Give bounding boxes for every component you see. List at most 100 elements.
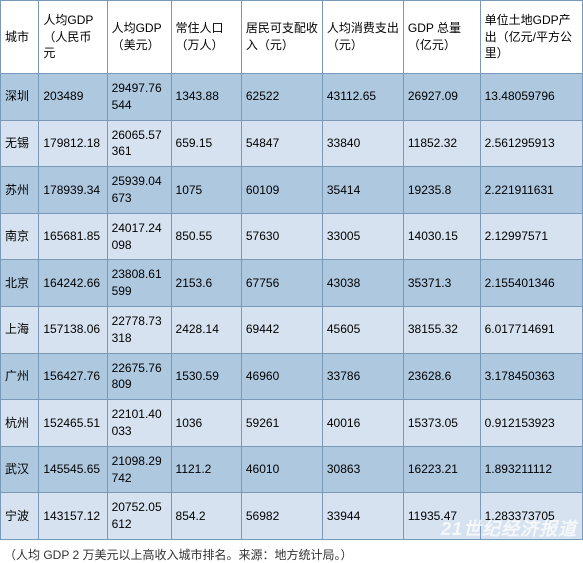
table-row: 上海157138.0622778.733182428.1469442456053… [1,306,583,353]
table-row: 北京164242.6623808.615992153.6677564303835… [1,260,583,307]
table-cell: 43038 [322,260,403,307]
table-cell: 苏州 [1,167,39,214]
table-cell: 杭州 [1,400,39,447]
table-cell: 157138.06 [39,306,107,353]
gdp-table: 城市人均GDP（人民币元人均GDP（美元）常住人口（万人）居民可支配收入（元）人… [0,0,583,540]
table-cell: 850.55 [171,213,241,260]
table-row: 南京165681.8524017.24098850.55576303300514… [1,213,583,260]
table-cell: 武汉 [1,446,39,493]
footnote-text: （人均 GDP 2 万美元以上高收入城市排名。来源：地方统计局。） [0,540,583,563]
table-cell: 广州 [1,353,39,400]
column-header: 单位土地GDP产出（亿元/平方公里） [480,1,582,74]
table-wrap: 城市人均GDP（人民币元人均GDP（美元）常住人口（万人）居民可支配收入（元）人… [0,0,583,540]
table-cell: 179812.18 [39,120,107,167]
table-cell: 深圳 [1,74,39,121]
table-cell: 1036 [171,400,241,447]
table-cell: 145545.65 [39,446,107,493]
table-cell: 156427.76 [39,353,107,400]
table-cell: 20752.05612 [107,493,171,540]
table-row: 苏州178939.3425939.04673107560109354141923… [1,167,583,214]
table-cell: 33786 [322,353,403,400]
table-cell: 1.893211112 [480,446,582,493]
table-row: 宁波143157.1220752.05612854.25698233944119… [1,493,583,540]
table-cell: 上海 [1,306,39,353]
table-cell: 1121.2 [171,446,241,493]
table-cell: 164242.66 [39,260,107,307]
table-cell: 1.283373705 [480,493,582,540]
table-row: 武汉145545.6521098.297421121.2460103086316… [1,446,583,493]
table-cell: 1075 [171,167,241,214]
table-cell: 6.017714691 [480,306,582,353]
table-row: 广州156427.7622675.768091530.5946960337862… [1,353,583,400]
table-cell: 33005 [322,213,403,260]
table-cell: 2428.14 [171,306,241,353]
table-cell: 54847 [241,120,322,167]
table-cell: 3.178450363 [480,353,582,400]
table-cell: 29497.76544 [107,74,171,121]
table-cell: 43112.65 [322,74,403,121]
table-cell: 22778.73318 [107,306,171,353]
table-cell: 45605 [322,306,403,353]
table-cell: 152465.51 [39,400,107,447]
table-cell: 2.12997571 [480,213,582,260]
table-cell: 23808.61599 [107,260,171,307]
table-cell: 21098.29742 [107,446,171,493]
table-cell: 35414 [322,167,403,214]
table-cell: 57630 [241,213,322,260]
table-cell: 659.15 [171,120,241,167]
table-container: 城市人均GDP（人民币元人均GDP（美元）常住人口（万人）居民可支配收入（元）人… [0,0,583,563]
column-header: GDP 总量（亿元） [403,1,480,74]
table-cell: 854.2 [171,493,241,540]
table-cell: 11935.47 [403,493,480,540]
table-cell: 11852.32 [403,120,480,167]
table-cell: 60109 [241,167,322,214]
table-cell: 46960 [241,353,322,400]
table-cell: 165681.85 [39,213,107,260]
table-cell: 24017.24098 [107,213,171,260]
table-cell: 38155.32 [403,306,480,353]
table-header-row: 城市人均GDP（人民币元人均GDP（美元）常住人口（万人）居民可支配收入（元）人… [1,1,583,74]
table-cell: 67756 [241,260,322,307]
table-cell: 19235.8 [403,167,480,214]
table-cell: 16223.21 [403,446,480,493]
table-row: 深圳20348929497.765441343.886252243112.652… [1,74,583,121]
table-cell: 69442 [241,306,322,353]
table-cell: 2.561295913 [480,120,582,167]
table-cell: 33840 [322,120,403,167]
table-cell: 1530.59 [171,353,241,400]
table-cell: 2.221911631 [480,167,582,214]
table-body: 深圳20348929497.765441343.886252243112.652… [1,74,583,540]
table-cell: 35371.3 [403,260,480,307]
table-cell: 33944 [322,493,403,540]
table-row: 杭州152465.5122101.40033103659261400161537… [1,400,583,447]
table-cell: 30863 [322,446,403,493]
column-header: 常住人口（万人） [171,1,241,74]
table-cell: 178939.34 [39,167,107,214]
table-cell: 14030.15 [403,213,480,260]
table-cell: 1343.88 [171,74,241,121]
table-cell: 宁波 [1,493,39,540]
table-cell: 59261 [241,400,322,447]
table-cell: 26065.57361 [107,120,171,167]
table-cell: 无锡 [1,120,39,167]
table-cell: 0.912153923 [480,400,582,447]
table-cell: 25939.04673 [107,167,171,214]
table-cell: 13.48059796 [480,74,582,121]
table-cell: 22675.76809 [107,353,171,400]
table-cell: 北京 [1,260,39,307]
column-header: 居民可支配收入（元） [241,1,322,74]
table-cell: 40016 [322,400,403,447]
table-cell: 26927.09 [403,74,480,121]
column-header: 城市 [1,1,39,74]
table-cell: 22101.40033 [107,400,171,447]
column-header: 人均GDP（人民币元 [39,1,107,74]
table-cell: 23628.6 [403,353,480,400]
table-cell: 56982 [241,493,322,540]
table-cell: 62522 [241,74,322,121]
table-cell: 2153.6 [171,260,241,307]
table-cell: 15373.05 [403,400,480,447]
table-cell: 203489 [39,74,107,121]
table-row: 无锡179812.1826065.57361659.15548473384011… [1,120,583,167]
table-cell: 143157.12 [39,493,107,540]
column-header: 人均GDP（美元） [107,1,171,74]
